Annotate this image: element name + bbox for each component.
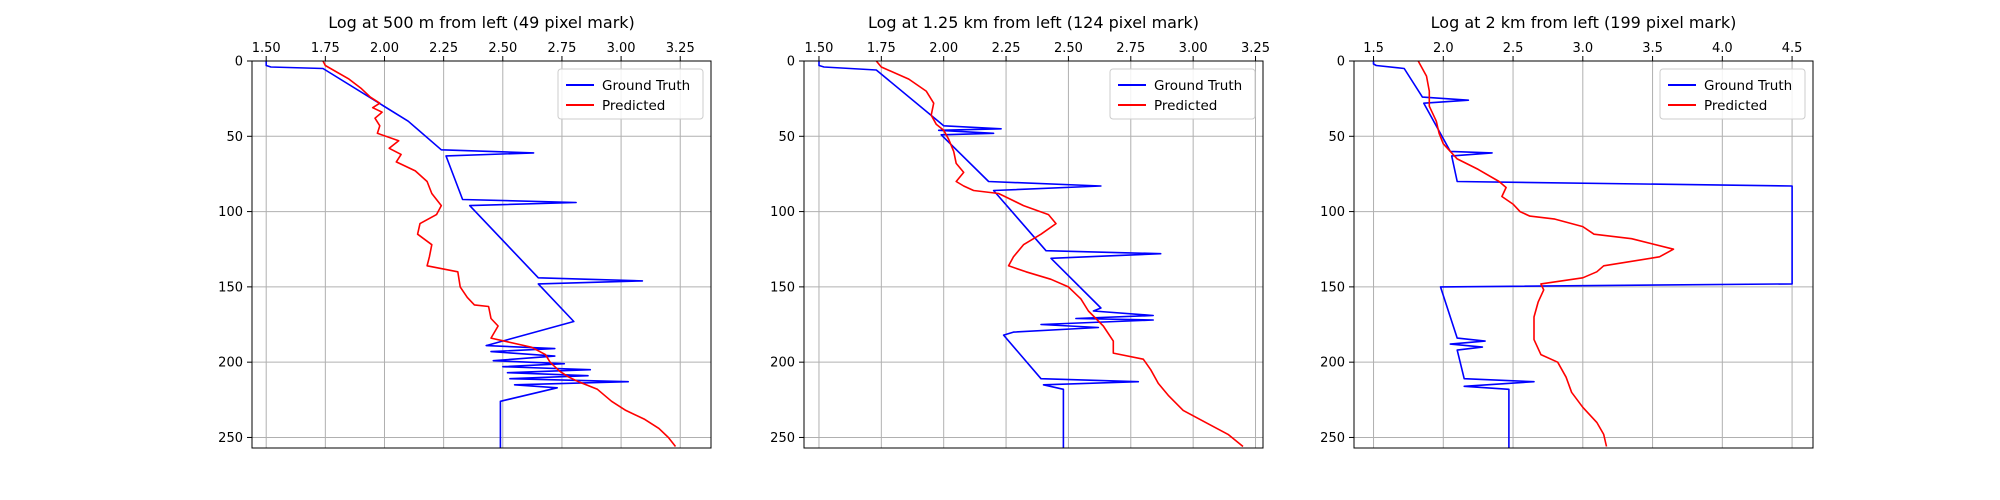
x-tick-label: 2.00 <box>929 41 958 56</box>
x-tick-label: 3.00 <box>607 41 636 56</box>
x-tick-label: 3.25 <box>1241 41 1270 56</box>
x-tick-label: 1.75 <box>311 41 340 56</box>
y-tick-label: 100 <box>218 205 243 220</box>
y-tick-label: 250 <box>218 431 243 446</box>
x-tick-label: 2.0 <box>1433 41 1454 56</box>
y-tick-label: 150 <box>218 280 243 295</box>
y-tick-label: 200 <box>770 356 795 371</box>
series-line-ground-truth <box>1372 61 1793 448</box>
x-tick-label: 1.75 <box>867 41 896 56</box>
x-tick-label: 2.5 <box>1503 41 1524 56</box>
legend-label: Predicted <box>602 98 665 114</box>
x-tick-label: 2.50 <box>1054 41 1083 56</box>
panel-3: 1.5 2.0 2.5 3.0 3.5 4.0 4.5 0 50 100 150 200 250 Log … <box>1320 13 1814 449</box>
axes-frame <box>251 60 712 449</box>
y-tick-label: 50 <box>778 130 795 145</box>
x-tick-label: 1.50 <box>252 41 281 56</box>
x-tick-label: 2.75 <box>1116 41 1145 56</box>
x-tick-label: 1.5 <box>1363 41 1384 56</box>
panel-1: 1.50 1.75 2.00 2.25 2.50 2.75 3.00 3.25 0 50 100 15… <box>218 13 712 449</box>
series-line-ground-truth <box>265 61 644 448</box>
y-tick-label: 50 <box>226 130 243 145</box>
series-line-predicted <box>322 61 677 447</box>
panel-2: 1.50 1.75 2.00 2.25 2.50 2.75 3.00 3.25 0 50 100 15… <box>770 13 1270 449</box>
x-tick-label: 2.00 <box>370 41 399 56</box>
x-tick-label: 3.00 <box>1179 41 1208 56</box>
y-tick-label: 150 <box>770 280 795 295</box>
legend-label: Ground Truth <box>602 78 690 94</box>
panel-title: Log at 500 m from left (49 pixel mark) <box>328 13 635 32</box>
y-tick-label: 250 <box>770 431 795 446</box>
panel-title: Log at 2 km from left (199 pixel mark) <box>1431 13 1737 32</box>
axes-frame <box>1353 60 1814 449</box>
legend: Ground Truth Predicted <box>557 68 704 120</box>
panel-title: Log at 1.25 km from left (124 pixel mark… <box>868 13 1199 32</box>
series-line-ground-truth <box>818 61 1162 448</box>
x-tick-label: 2.75 <box>547 41 576 56</box>
y-tick-label: 0 <box>787 55 795 70</box>
x-tick-label: 1.50 <box>804 41 833 56</box>
y-tick-label: 200 <box>1320 356 1345 371</box>
x-tick-label: 3.5 <box>1642 41 1663 56</box>
y-tick-label: 250 <box>1320 431 1345 446</box>
y-tick-label: 100 <box>770 205 795 220</box>
x-tick-label: 3.25 <box>666 41 695 56</box>
legend: Ground Truth Predicted <box>1109 68 1256 120</box>
x-tick-label: 2.25 <box>992 41 1021 56</box>
legend-box <box>557 68 704 120</box>
series-line-predicted <box>1417 61 1675 447</box>
x-tick-label: 3.0 <box>1572 41 1593 56</box>
legend: Ground Truth Predicted <box>1659 68 1806 120</box>
x-tick-label: 2.25 <box>429 41 458 56</box>
y-tick-label: 0 <box>1337 55 1345 70</box>
legend-box <box>1109 68 1256 120</box>
y-tick-label: 100 <box>1320 205 1345 220</box>
y-tick-label: 50 <box>1328 130 1345 145</box>
legend-label: Ground Truth <box>1704 78 1792 94</box>
axes-frame <box>803 60 1264 449</box>
x-tick-label: 2.50 <box>488 41 517 56</box>
legend-label: Ground Truth <box>1154 78 1242 94</box>
y-tick-label: 150 <box>1320 280 1345 295</box>
series-line-predicted <box>875 61 1244 448</box>
legend-label: Predicted <box>1704 98 1767 114</box>
legend-label: Predicted <box>1154 98 1217 114</box>
x-tick-label: 4.5 <box>1782 41 1803 56</box>
y-tick-label: 0 <box>235 55 243 70</box>
x-tick-label: 4.0 <box>1712 41 1733 56</box>
y-tick-label: 200 <box>218 356 243 371</box>
legend-box <box>1659 68 1806 120</box>
